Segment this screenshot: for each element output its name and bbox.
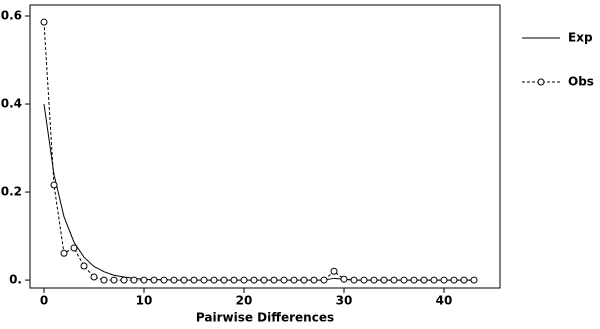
- data-point: [200, 276, 208, 284]
- data-point: [60, 249, 68, 257]
- data-point: [240, 276, 248, 284]
- data-point: [100, 276, 108, 284]
- data-point: [450, 276, 458, 284]
- x-axis-label: Pairwise Differences: [196, 311, 334, 325]
- series-line: [43, 103, 474, 281]
- data-point: [230, 276, 238, 284]
- data-point: [320, 276, 328, 284]
- data-point: [260, 276, 268, 284]
- data-point: [150, 276, 158, 284]
- data-point: [470, 276, 478, 284]
- data-point: [70, 244, 78, 252]
- data-point: [250, 276, 258, 284]
- data-point: [410, 276, 418, 284]
- y-tick-label: 0.6: [1, 9, 22, 23]
- data-point: [290, 276, 298, 284]
- data-point: [280, 276, 288, 284]
- legend-label: Obs: [568, 75, 594, 89]
- data-point: [220, 276, 228, 284]
- data-point: [170, 276, 178, 284]
- data-point: [270, 276, 278, 284]
- data-point: [130, 276, 138, 284]
- series-line: [43, 22, 474, 281]
- data-point: [40, 18, 48, 26]
- data-point: [140, 276, 148, 284]
- x-tick-label: 10: [136, 294, 153, 308]
- data-point: [90, 273, 98, 281]
- data-point: [180, 276, 188, 284]
- data-point: [110, 276, 118, 284]
- x-tick-label: 30: [336, 294, 353, 308]
- data-point: [360, 276, 368, 284]
- data-point: [440, 276, 448, 284]
- data-point: [390, 276, 398, 284]
- y-tick-label: 0.: [9, 273, 22, 287]
- data-point: [190, 276, 198, 284]
- data-point: [50, 181, 58, 189]
- data-point: [370, 276, 378, 284]
- data-point: [330, 267, 338, 275]
- data-point: [420, 276, 428, 284]
- plot-frame: [29, 4, 501, 289]
- data-point: [460, 276, 468, 284]
- data-point: [380, 276, 388, 284]
- x-tick-label: 20: [236, 294, 253, 308]
- x-tick-label: 0: [40, 294, 48, 308]
- y-tick-label: 0.2: [1, 185, 22, 199]
- legend-marker: [537, 78, 545, 86]
- data-point: [400, 276, 408, 284]
- legend-label: Exp: [568, 31, 593, 45]
- data-point: [340, 275, 348, 283]
- data-point: [430, 276, 438, 284]
- data-point: [80, 262, 88, 270]
- data-point: [310, 276, 318, 284]
- data-point: [160, 276, 168, 284]
- x-tick-label: 40: [436, 294, 453, 308]
- y-tick-label: 0.4: [1, 97, 22, 111]
- data-point: [120, 276, 128, 284]
- data-point: [300, 276, 308, 284]
- data-point: [210, 276, 218, 284]
- data-point: [350, 276, 358, 284]
